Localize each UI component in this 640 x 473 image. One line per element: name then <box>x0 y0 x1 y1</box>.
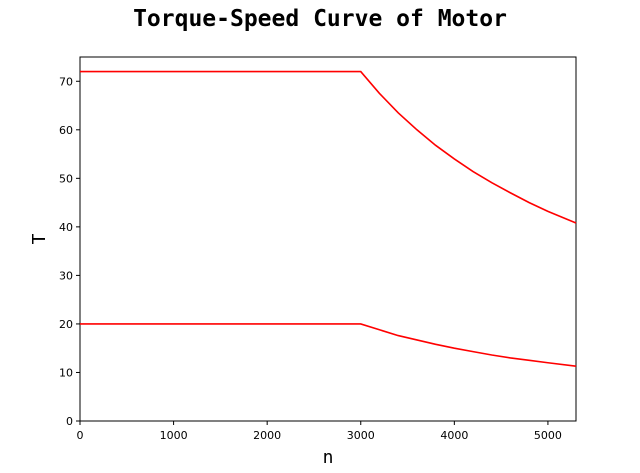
y-axis-label: T <box>29 233 50 244</box>
x-tick-label: 2000 <box>253 429 281 442</box>
y-tick-label: 50 <box>59 172 73 185</box>
y-tick-label: 20 <box>59 318 73 331</box>
y-tick-label: 40 <box>59 221 73 234</box>
x-tick-label: 5000 <box>534 429 562 442</box>
series-line-2 <box>80 323 577 367</box>
y-axis: 0 10 20 30 40 50 60 70 <box>59 75 80 428</box>
x-tick-label: 3000 <box>347 429 375 442</box>
x-tick-label: 1000 <box>160 429 188 442</box>
y-tick-label: 10 <box>59 366 73 379</box>
x-tick-label: 4000 <box>440 429 468 442</box>
y-tick-label: 70 <box>59 75 73 88</box>
series-group <box>80 70 577 367</box>
x-axis-label: n <box>323 447 334 468</box>
y-tick-label: 0 <box>66 415 73 428</box>
chart-title: Torque-Speed Curve of Motor <box>133 6 507 32</box>
plot-frame <box>79 56 577 422</box>
series-line-1 <box>80 70 577 224</box>
x-axis: 0 1000 2000 3000 4000 5000 <box>77 421 562 442</box>
x-tick-label: 0 <box>77 429 84 442</box>
y-tick-label: 60 <box>59 124 73 137</box>
y-tick-label: 30 <box>59 269 73 282</box>
